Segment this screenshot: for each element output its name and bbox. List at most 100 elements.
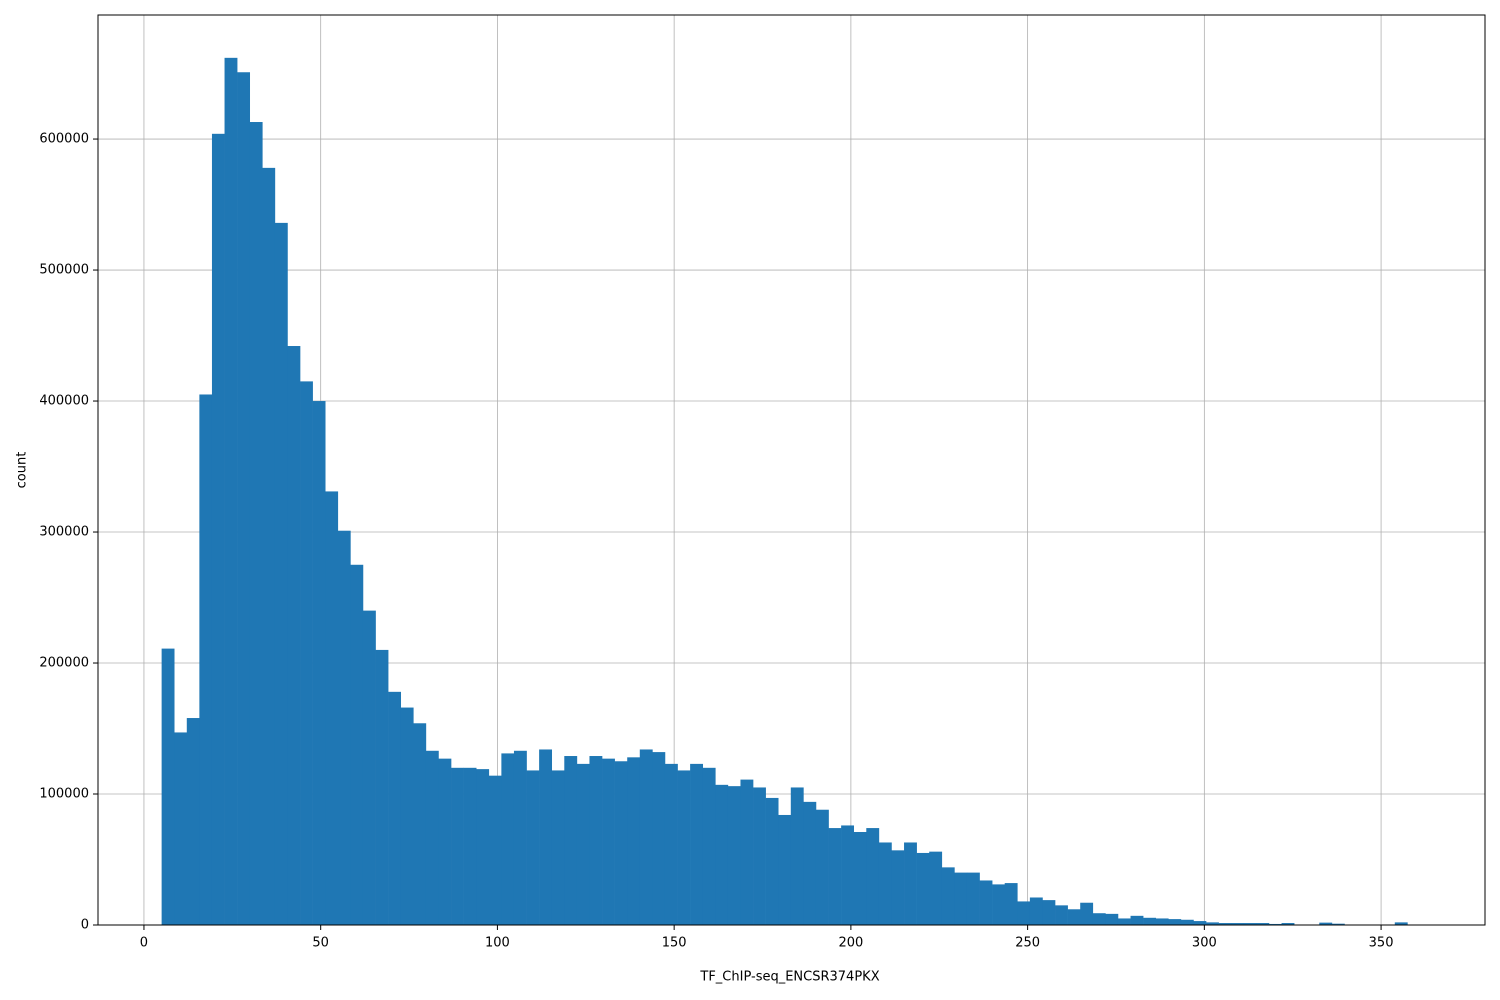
bar [262,167,276,925]
bar [211,133,225,925]
bar [979,880,993,925]
bar [400,707,414,925]
bar [715,784,729,925]
bar [841,825,855,925]
plot-frame [97,14,1486,926]
bar [1331,923,1345,925]
bar [1268,923,1282,925]
bar [249,122,263,926]
bar [1155,918,1169,925]
bar [174,732,188,925]
bar [539,749,553,925]
bar [1143,917,1157,925]
bar [740,779,754,925]
bar [463,767,477,925]
bar [300,381,313,926]
bar [1168,919,1182,925]
y-tick-label: 200000 [39,656,89,671]
bar [1180,919,1194,925]
bar [325,491,339,925]
bar [1394,922,1408,925]
bar [727,786,741,925]
x-tick-label: 0 [140,936,148,951]
bar [1231,923,1245,925]
bar [337,530,351,925]
bar [1092,913,1106,925]
y-axis-label: count [15,452,30,489]
bar [954,872,968,925]
y-tick-label: 100000 [39,787,89,802]
bar [1319,922,1333,925]
x-axis-label: TF_ChIP-seq_ENCSR374PKX [699,970,879,985]
bar [602,758,615,925]
bar [778,814,792,925]
bars [161,57,1421,926]
bar [350,564,364,925]
y-tick-label: 600000 [39,132,89,147]
x-tick-label: 50 [312,936,329,951]
bar [274,222,288,925]
bar [1218,923,1232,925]
bar [765,797,779,925]
y-tick-label: 400000 [39,394,89,409]
bar [627,757,641,925]
bar [891,850,905,925]
bar [904,842,917,925]
bar [476,769,490,925]
bar [1029,897,1043,925]
bar [312,401,326,925]
bar [501,753,515,925]
bar [1243,923,1257,925]
bar [438,758,452,925]
bar [526,770,540,925]
bar [1206,922,1219,925]
bar [1117,918,1131,925]
bar [199,394,213,925]
bar [451,767,464,925]
bar [388,691,402,925]
bar [941,867,955,925]
y-tick-label: 500000 [39,263,89,278]
bar [1256,923,1270,925]
x-tick-label: 100 [485,936,510,951]
bar [639,749,653,925]
bar [362,610,376,925]
bar [551,770,565,925]
bar [1193,921,1207,925]
bar [1017,901,1031,925]
bar [677,770,691,925]
bar [1105,913,1119,925]
bar [1042,900,1056,925]
bar [425,750,439,925]
bar [1281,923,1295,925]
x-tick-label: 250 [1015,936,1040,951]
bar [992,884,1006,925]
x-tick-label: 350 [1369,936,1394,951]
bar [790,787,804,925]
bar [513,750,527,925]
bar [916,852,930,925]
x-tick-label: 150 [662,936,687,951]
bar [652,752,666,925]
bar [866,828,880,925]
bar [929,851,943,925]
bar [589,756,603,925]
bar [803,801,817,925]
bar [237,72,251,926]
bar [576,763,590,925]
bar [375,649,389,925]
x-tick-label: 300 [1192,936,1217,951]
bar [690,763,704,925]
y-tick-label: 300000 [39,525,89,540]
bar [966,872,980,925]
bar [161,648,175,925]
bar [186,718,200,925]
bar [488,775,502,925]
bar [664,763,678,925]
bar [753,787,766,925]
bar [287,346,301,926]
bar [1080,902,1094,925]
bar [1004,883,1018,925]
bar [224,57,238,926]
